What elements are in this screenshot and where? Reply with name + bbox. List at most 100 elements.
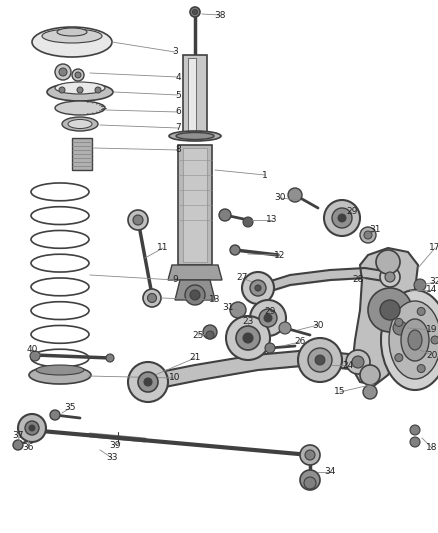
Text: 15: 15 <box>334 387 346 397</box>
Circle shape <box>18 414 46 442</box>
Circle shape <box>431 336 438 344</box>
Circle shape <box>304 477 316 489</box>
Circle shape <box>324 200 360 236</box>
Circle shape <box>376 250 400 274</box>
Circle shape <box>395 318 403 326</box>
Text: 36: 36 <box>22 443 34 453</box>
Circle shape <box>332 208 352 228</box>
Circle shape <box>346 350 370 374</box>
Text: 11: 11 <box>157 244 169 253</box>
Text: 9: 9 <box>172 276 178 285</box>
Circle shape <box>219 209 231 221</box>
Circle shape <box>250 300 286 336</box>
Text: 29: 29 <box>264 308 276 317</box>
Text: 20: 20 <box>426 351 438 359</box>
Text: 26: 26 <box>294 337 306 346</box>
Circle shape <box>279 322 291 334</box>
Text: 8: 8 <box>175 146 181 155</box>
Bar <box>183 55 207 135</box>
Circle shape <box>338 214 346 222</box>
Circle shape <box>59 87 65 93</box>
Ellipse shape <box>381 290 438 390</box>
Ellipse shape <box>29 366 91 384</box>
Polygon shape <box>352 248 418 385</box>
Circle shape <box>288 188 302 202</box>
Text: 30: 30 <box>312 320 324 329</box>
Text: 27: 27 <box>237 273 247 282</box>
Text: 12: 12 <box>274 251 286 260</box>
Text: 6: 6 <box>175 108 181 117</box>
Circle shape <box>50 410 60 420</box>
Text: 17: 17 <box>429 244 438 253</box>
Circle shape <box>143 289 161 307</box>
Circle shape <box>29 425 35 431</box>
Circle shape <box>414 279 426 291</box>
Bar <box>72 138 92 170</box>
Circle shape <box>368 288 412 332</box>
Ellipse shape <box>42 29 102 43</box>
Ellipse shape <box>32 27 112 57</box>
Circle shape <box>185 285 205 305</box>
Ellipse shape <box>36 365 84 375</box>
Polygon shape <box>168 265 222 280</box>
Circle shape <box>25 421 39 435</box>
Circle shape <box>255 285 261 291</box>
Circle shape <box>308 348 332 372</box>
Circle shape <box>364 231 372 239</box>
Circle shape <box>190 290 200 300</box>
Circle shape <box>265 343 275 353</box>
Circle shape <box>203 325 217 339</box>
Circle shape <box>133 215 143 225</box>
Circle shape <box>360 365 380 385</box>
Text: 21: 21 <box>189 353 201 362</box>
Text: 31: 31 <box>222 303 234 312</box>
Circle shape <box>230 302 246 318</box>
Circle shape <box>77 87 83 93</box>
Text: 3: 3 <box>172 47 178 56</box>
Bar <box>178 145 212 265</box>
Circle shape <box>144 378 152 386</box>
Text: 19: 19 <box>426 326 438 335</box>
Text: 24: 24 <box>343 360 353 369</box>
Circle shape <box>393 321 407 335</box>
Circle shape <box>315 355 325 365</box>
Circle shape <box>148 294 156 303</box>
Text: 14: 14 <box>426 286 438 295</box>
Text: 1: 1 <box>262 171 268 180</box>
Ellipse shape <box>62 117 98 131</box>
Circle shape <box>59 68 67 76</box>
Text: 30: 30 <box>274 193 286 203</box>
Circle shape <box>236 326 260 350</box>
Text: 4: 4 <box>175 72 181 82</box>
Circle shape <box>363 385 377 399</box>
Ellipse shape <box>55 101 105 115</box>
Circle shape <box>243 217 253 227</box>
Circle shape <box>95 87 101 93</box>
Circle shape <box>250 280 266 296</box>
Circle shape <box>230 245 240 255</box>
Circle shape <box>300 445 320 465</box>
Circle shape <box>190 7 200 17</box>
Circle shape <box>72 69 84 81</box>
Text: 28: 28 <box>352 276 364 285</box>
Circle shape <box>30 351 40 361</box>
Text: 29: 29 <box>346 207 358 216</box>
Text: 13: 13 <box>266 215 278 224</box>
Text: 37: 37 <box>12 431 24 440</box>
Circle shape <box>259 309 277 327</box>
Circle shape <box>305 450 315 460</box>
Ellipse shape <box>68 119 92 128</box>
Circle shape <box>55 64 71 80</box>
Text: 25: 25 <box>192 330 204 340</box>
Circle shape <box>128 362 168 402</box>
Circle shape <box>380 267 400 287</box>
Circle shape <box>106 354 114 362</box>
Circle shape <box>410 437 420 447</box>
Text: 38: 38 <box>214 11 226 20</box>
Circle shape <box>226 316 270 360</box>
Ellipse shape <box>176 133 214 140</box>
Circle shape <box>385 272 395 282</box>
Text: 34: 34 <box>324 467 336 477</box>
Polygon shape <box>175 280 215 300</box>
Bar <box>183 148 207 262</box>
